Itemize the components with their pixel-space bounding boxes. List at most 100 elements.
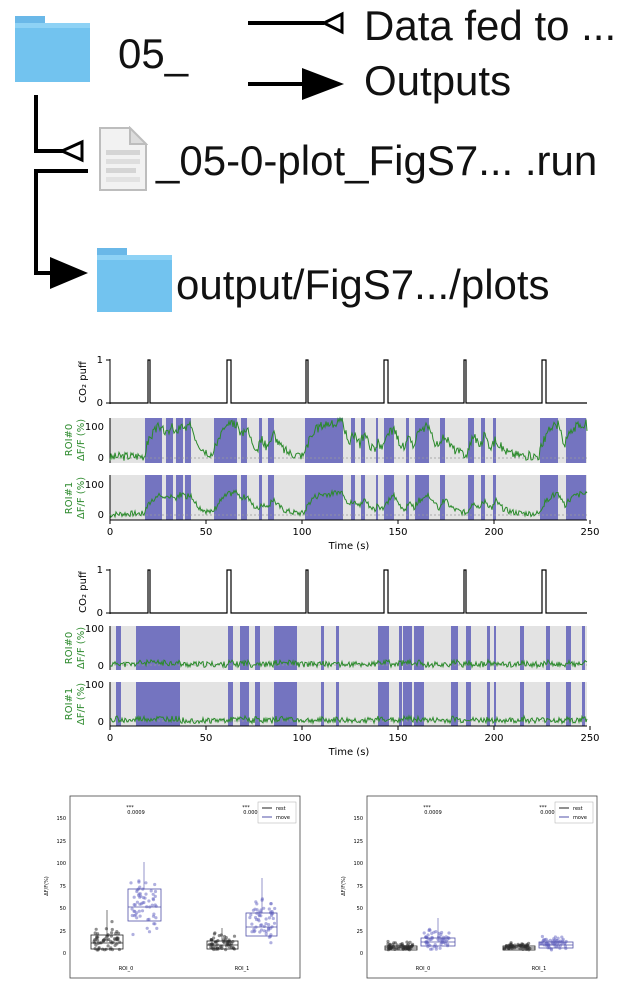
x-tick-100: 100 — [292, 527, 311, 538]
fluorescence-trace — [109, 714, 588, 725]
data-point — [544, 943, 549, 948]
data-point — [138, 895, 142, 899]
data-point — [93, 931, 97, 935]
box-roi0-rest — [90, 910, 124, 950]
data-point — [262, 924, 266, 928]
roi1-ylabel-b: ΔF/F (%) — [76, 683, 87, 725]
sig-stars: *** — [242, 805, 250, 811]
output-folder-icon[interactable] — [96, 246, 174, 314]
move-period — [440, 475, 445, 520]
data-point — [509, 941, 513, 945]
move-period — [376, 475, 378, 520]
move-period — [415, 418, 429, 463]
data-point — [150, 903, 154, 907]
move-period — [145, 475, 162, 520]
data-point — [94, 927, 98, 931]
trace-figure-2: 1 0 CO₂ puff 100 0 ROI#0 ΔF/F (%) 100 0 … — [64, 565, 600, 758]
move-period — [336, 626, 339, 670]
tree-connector — [34, 95, 88, 289]
move-period — [240, 626, 249, 670]
puff-trace — [110, 359, 587, 404]
x-tick-150: 150 — [388, 733, 407, 744]
move-period — [440, 418, 445, 463]
move-period — [214, 418, 237, 463]
roi1-tick-100: 100 — [85, 680, 104, 691]
data-point — [556, 936, 560, 940]
move-period — [166, 418, 173, 463]
data-point — [406, 942, 410, 946]
data-point — [96, 941, 100, 945]
ytick: 25 — [357, 929, 363, 935]
data-point — [262, 906, 266, 910]
ytick: 50 — [357, 906, 363, 912]
data-point — [553, 941, 557, 945]
data-point — [96, 935, 100, 939]
data-point — [440, 937, 444, 941]
data-point — [393, 941, 397, 945]
legend-rest: rest — [276, 806, 286, 812]
box-roi0-move — [127, 862, 162, 922]
data-point — [255, 908, 259, 912]
move-period — [376, 418, 378, 463]
ytick: 150 — [353, 816, 363, 822]
data-point — [556, 944, 560, 948]
move-period — [406, 475, 409, 520]
data-point — [212, 932, 216, 936]
data-point — [140, 909, 145, 913]
move-period — [415, 475, 429, 520]
fluorescence-trace — [109, 658, 588, 670]
x-axis — [109, 520, 591, 524]
ytick: 50 — [60, 906, 66, 912]
data-point — [267, 927, 271, 931]
data-point — [269, 902, 273, 906]
move-period — [241, 475, 247, 520]
move-period — [361, 475, 365, 520]
data-point — [564, 946, 568, 951]
data-point — [110, 931, 114, 935]
ytick: 150 — [56, 816, 66, 822]
move-period — [487, 626, 490, 670]
xtick: ROI_0 — [119, 966, 134, 972]
folder-icon[interactable] — [14, 14, 92, 84]
move-period — [468, 418, 474, 463]
xtick: ROI_1 — [532, 966, 547, 972]
x-tick-0: 0 — [107, 527, 113, 538]
data-point — [231, 940, 235, 944]
x-tick-150: 150 — [388, 527, 407, 538]
ytick: 100 — [56, 861, 66, 867]
data-point — [434, 947, 438, 951]
data-point — [115, 936, 119, 940]
boxplot-figures: ΔF/F(%) 150 125 100 75 50 25 0 *** 0.000… — [44, 795, 598, 979]
data-point — [504, 944, 509, 948]
data-point — [149, 889, 153, 893]
data-point — [269, 941, 273, 945]
move-period — [546, 626, 550, 670]
data-point — [152, 912, 156, 916]
roi0-axes — [109, 416, 588, 463]
data-point — [267, 907, 271, 911]
data-point — [439, 942, 443, 946]
data-point — [146, 918, 150, 922]
data-point — [520, 942, 524, 946]
data-point — [104, 927, 108, 931]
move-period — [305, 475, 343, 520]
data-point — [153, 882, 157, 887]
data-point — [93, 947, 97, 951]
data-point — [130, 907, 134, 911]
file-icon[interactable] — [98, 126, 148, 192]
move-period — [336, 682, 339, 726]
data-point — [102, 938, 106, 942]
roi0-ylabel-a: ROI#0 — [64, 632, 75, 665]
move-period — [414, 682, 424, 726]
move-period — [582, 682, 585, 726]
data-point — [267, 916, 271, 920]
puff-trace — [110, 569, 587, 614]
move-period — [116, 682, 121, 726]
move-period — [451, 682, 458, 726]
data-point — [272, 921, 277, 925]
boxplot-left: ΔF/F(%) 150 125 100 75 50 25 0 *** 0.000… — [44, 795, 301, 979]
legend-rest: rest — [573, 806, 583, 812]
ytick: 0 — [360, 951, 363, 957]
data-point — [144, 881, 148, 885]
move-period — [566, 626, 571, 670]
